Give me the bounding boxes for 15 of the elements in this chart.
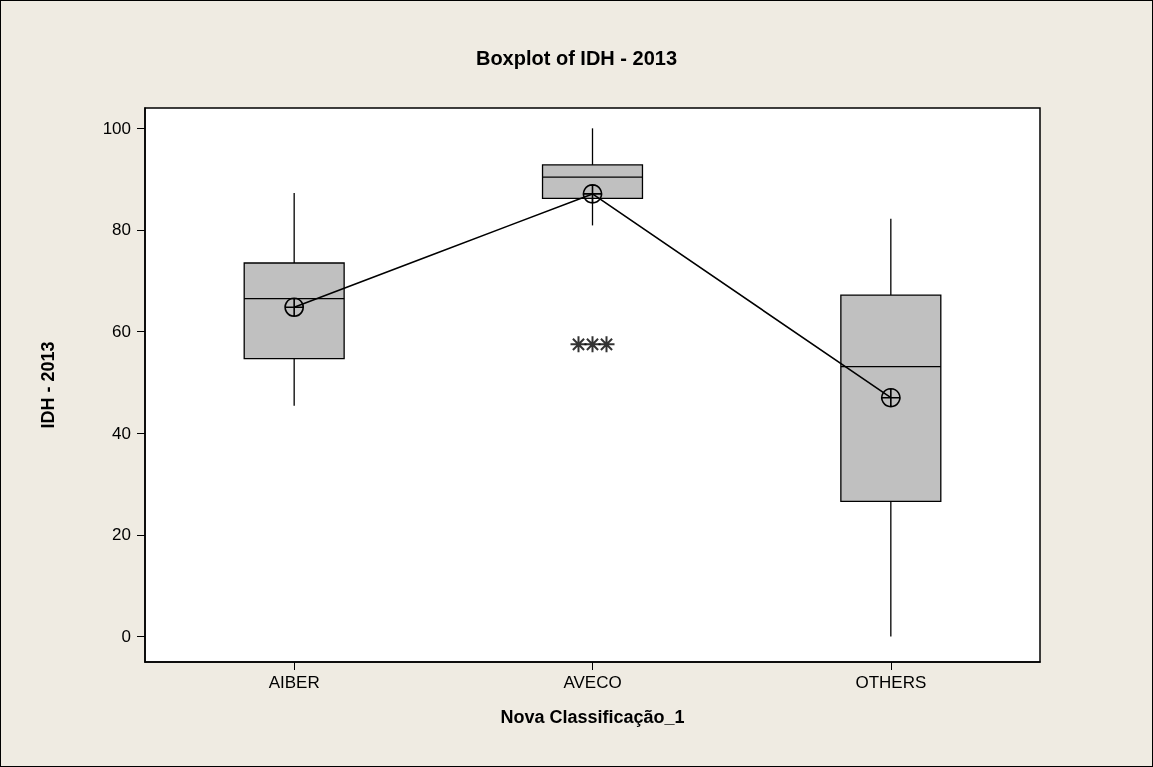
y-tick-label: 100 [102, 118, 131, 138]
chart-title: Boxplot of IDH - 2013 [475, 47, 678, 69]
point [881, 387, 901, 408]
x-axis-title: Nova Classificação_1 [500, 707, 685, 727]
y-tick-label: 20 [112, 525, 131, 545]
y-axis-title: IDH - 2013 [38, 341, 58, 429]
x-tick-label: OTHERS [855, 673, 927, 692]
point [284, 297, 304, 318]
point [582, 184, 603, 204]
y-tick-label: 0 [121, 627, 131, 647]
x-tick-label: AVECO [563, 673, 622, 692]
y-tick-label: 60 [112, 322, 131, 342]
y-tick-label: 80 [112, 220, 131, 240]
x-tick-label: AIBER [268, 673, 320, 692]
y-tick-label: 40 [112, 423, 131, 443]
